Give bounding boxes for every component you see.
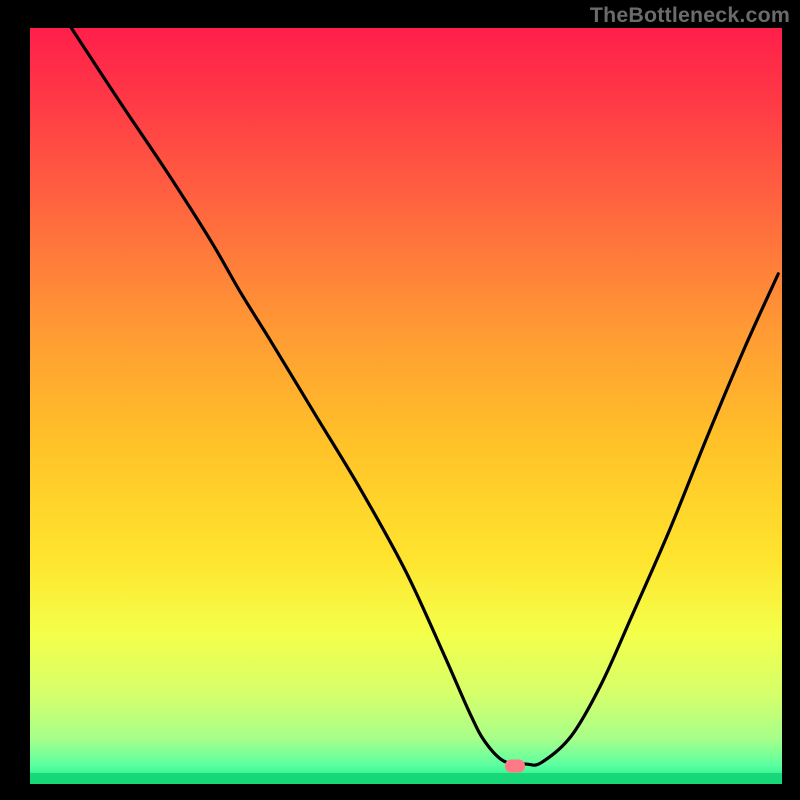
curve-path	[71, 28, 778, 765]
plot-area	[30, 28, 782, 784]
optimum-marker	[505, 759, 525, 772]
chart-frame: TheBottleneck.com	[0, 0, 800, 800]
bottleneck-curve	[30, 28, 782, 784]
watermark-text: TheBottleneck.com	[590, 3, 790, 28]
